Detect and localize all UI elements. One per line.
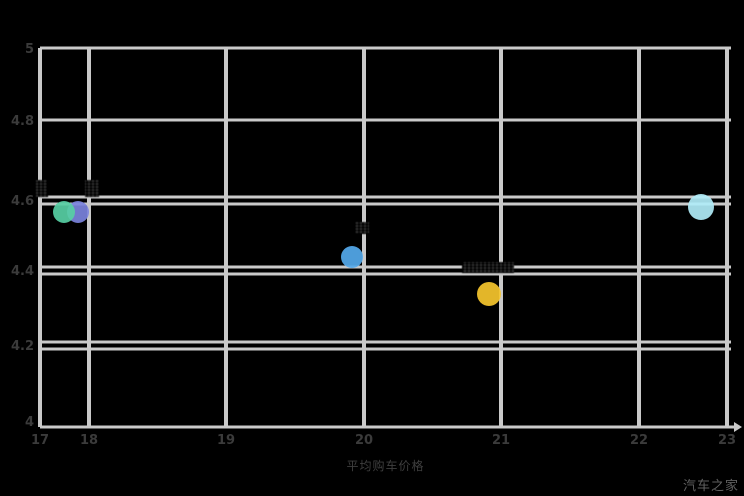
x-tick-label: 20 bbox=[355, 433, 373, 448]
bubble-green[interactable] bbox=[53, 201, 75, 223]
x-tick-label: 23 bbox=[718, 433, 736, 448]
bubble-blue[interactable] bbox=[341, 246, 363, 268]
bubble-cyan[interactable] bbox=[688, 194, 714, 220]
rating-annotation bbox=[36, 180, 48, 197]
y-tick-label: 4 bbox=[25, 415, 34, 430]
y-tick-label: 5 bbox=[25, 42, 34, 57]
x-tick-label: 21 bbox=[492, 433, 510, 448]
x-tick-label: 22 bbox=[630, 433, 648, 448]
y-tick-label: 4.2 bbox=[11, 339, 34, 354]
rating-annotation bbox=[85, 180, 99, 197]
watermark-autohome: 汽车之家 bbox=[682, 479, 739, 494]
x-tick-label: 19 bbox=[217, 433, 235, 448]
y-tick-label: 4.6 bbox=[11, 194, 34, 209]
y-tick-label: 4.4 bbox=[11, 264, 34, 279]
rating-annotation bbox=[462, 262, 514, 273]
x-tick-label: 18 bbox=[80, 433, 98, 448]
y-tick-label: 4.8 bbox=[11, 114, 34, 129]
rating-annotation bbox=[355, 222, 369, 234]
x-axis-title: 平均购车价格 bbox=[346, 459, 425, 473]
x-tick-label: 17 bbox=[31, 433, 49, 448]
axis-arrow-icon bbox=[734, 422, 742, 432]
bubble-yellow[interactable] bbox=[477, 282, 501, 306]
